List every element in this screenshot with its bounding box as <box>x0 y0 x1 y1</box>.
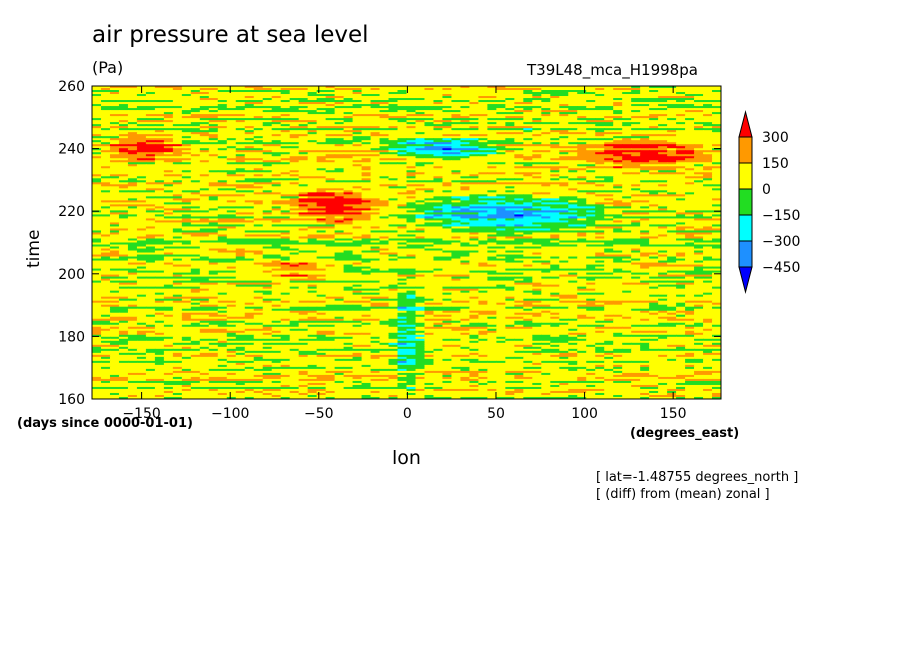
x-axis-label: lon <box>392 447 421 469</box>
x-units-label: (degrees_east) <box>630 426 740 441</box>
colorbar-swatch <box>738 214 753 242</box>
units-label: (Pa) <box>92 58 124 77</box>
x-axis: −150 −100 −50 0 50 100 150 <box>122 86 687 422</box>
colorbar-under-triangle <box>738 266 753 294</box>
heatmap-field <box>92 86 721 399</box>
colorbar-swatch <box>738 162 753 190</box>
colorbar-label: 150 <box>762 156 789 172</box>
time-units-label: (days since 0000-01-01) <box>17 416 193 431</box>
y-tick-label: 200 <box>58 267 85 283</box>
model-name: T39L48_mca_H1998pa <box>527 61 698 79</box>
x-tick-label: 100 <box>571 406 598 422</box>
colorbar-label: −300 <box>762 234 800 250</box>
colorbar-label: −150 <box>762 208 800 224</box>
y-tick-label: 180 <box>58 329 85 345</box>
y-axis-label: time <box>24 229 44 268</box>
plot-frame <box>91 85 722 400</box>
x-tick-label: −100 <box>211 406 249 422</box>
colorbar-label: −450 <box>762 260 800 276</box>
colorbar-swatch <box>738 136 753 164</box>
latitude-note: [ lat=-1.48755 degrees_north ] <box>596 470 799 485</box>
y-tick-label: 160 <box>58 392 85 408</box>
colorbar-label: 300 <box>762 130 789 146</box>
colorbar-over-triangle <box>738 110 753 138</box>
y-tick-label: 220 <box>58 204 85 220</box>
x-tick-label: 0 <box>403 406 412 422</box>
y-axis: 160 180 200 220 240 260 <box>58 79 721 408</box>
y-tick-label: 240 <box>58 142 85 158</box>
y-tick-label: 260 <box>58 79 85 95</box>
colorbar-label: 0 <box>762 182 771 198</box>
colorbar-swatch <box>738 188 753 216</box>
x-tick-label: −50 <box>304 406 334 422</box>
x-tick-label: 50 <box>487 406 505 422</box>
colorbar-swatch <box>738 240 753 268</box>
diff-note: [ (diff) from (mean) zonal ] <box>596 487 770 502</box>
chart-title: air pressure at sea level <box>92 22 369 48</box>
x-tick-label: 150 <box>660 406 687 422</box>
colorbar: 300 150 0 −150 −300 −450 <box>738 110 800 294</box>
x-tick-label: −150 <box>122 406 160 422</box>
